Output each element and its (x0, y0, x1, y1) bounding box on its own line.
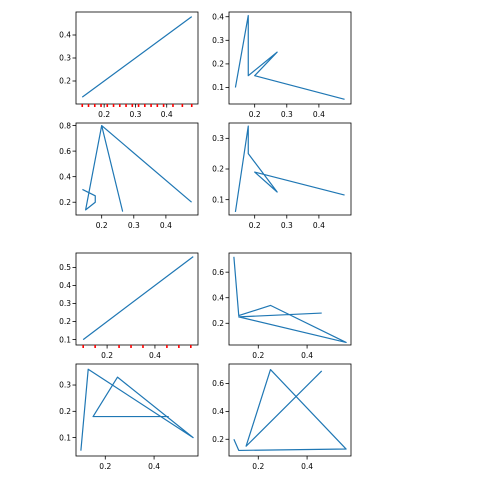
y-tick-label: 0.1 (212, 195, 224, 204)
y-tick-label: 0.4 (59, 281, 71, 290)
series-line (82, 256, 194, 341)
subplot-8: 0.2 0.4 0.2 0.4 0.6 (212, 363, 352, 471)
axes-frame (228, 11, 352, 105)
subplot-6: 0.2 0.4 0.2 0.4 0.6 (212, 252, 352, 360)
x-tick-label: 0.2 (99, 462, 111, 471)
x-tick-label: 0.3 (281, 110, 293, 119)
axes-frame (75, 252, 199, 346)
subplot-7: 0.2 0.4 0.1 0.2 0.3 (59, 363, 199, 471)
x-tick-label: 0.4 (301, 351, 313, 360)
x-tick-label: 0.4 (148, 462, 160, 471)
x-tick-label: 0.3 (281, 221, 293, 230)
y-tick-label: 0.4 (212, 12, 224, 21)
subplot-5: 0.2 0.4 0.1 0.2 0.3 0.4 0.5 (59, 252, 199, 360)
y-tick-label: 0.1 (59, 433, 71, 442)
series-line (234, 14, 345, 100)
y-tick-label: 0.3 (59, 381, 71, 390)
series-line (233, 256, 347, 344)
subplot-3: 0.2 0.3 0.4 0.2 0.4 0.6 0.8 (59, 121, 199, 230)
subplot-2: 0.2 0.3 0.4 0.1 0.2 0.3 0.4 (212, 11, 352, 119)
y-tick-label: 0.3 (212, 134, 224, 143)
y-tick-label: 0.6 (59, 147, 71, 156)
y-tick-label: 0.2 (59, 317, 71, 326)
x-tick-label: 0.2 (101, 351, 113, 360)
y-tick-label: 0.4 (212, 407, 224, 416)
x-tick-label: 0.3 (128, 221, 140, 230)
y-tick-label: 0.3 (212, 36, 224, 45)
x-tick-label: 0.4 (161, 110, 173, 119)
axes-frame (228, 252, 352, 346)
y-tick-label: 0.8 (59, 121, 71, 130)
y-tick-label: 0.3 (59, 299, 71, 308)
x-tick-label: 0.4 (301, 462, 313, 471)
y-tick-label: 0.2 (59, 198, 71, 207)
y-tick-label: 0.2 (59, 77, 71, 86)
y-tick-label: 0.4 (59, 31, 71, 40)
series-line (81, 16, 193, 98)
subplot-1: 0.2 0.3 0.4 0.2 0.3 0.4 (59, 11, 199, 119)
y-tick-label: 0.2 (212, 60, 224, 69)
x-tick-label: 0.2 (96, 221, 108, 230)
subplot-4: 0.2 0.3 0.4 0.1 0.2 0.3 (212, 122, 352, 230)
x-tick-label: 0.2 (249, 110, 261, 119)
x-tick-label: 0.4 (313, 110, 325, 119)
y-tick-label: 0.2 (212, 435, 224, 444)
x-tick-label: 0.4 (160, 221, 172, 230)
y-tick-label: 0.2 (212, 319, 224, 328)
x-tick-label: 0.4 (313, 221, 325, 230)
series-line (80, 368, 194, 451)
y-tick-label: 0.6 (212, 268, 224, 277)
x-tick-label: 0.2 (252, 351, 264, 360)
axes-frame (228, 363, 352, 457)
y-tick-label: 0.1 (212, 83, 224, 92)
y-tick-label: 0.3 (59, 54, 71, 63)
y-tick-label: 0.5 (59, 263, 71, 272)
y-tick-label: 0.4 (212, 293, 224, 302)
x-tick-label: 0.2 (98, 110, 110, 119)
x-tick-label: 0.4 (149, 351, 161, 360)
axes-frame (75, 363, 199, 457)
series-line (82, 124, 192, 212)
y-tick-label: 0.1 (59, 335, 71, 344)
x-tick-label: 0.3 (129, 110, 141, 119)
series-line (233, 368, 347, 452)
axes-frame (228, 122, 352, 216)
y-tick-label: 0.6 (212, 379, 224, 388)
y-tick-label: 0.2 (212, 165, 224, 174)
y-tick-label: 0.4 (59, 172, 71, 181)
axes-frame (75, 122, 199, 216)
y-tick-label: 0.2 (59, 407, 71, 416)
series-line (234, 125, 345, 213)
x-tick-label: 0.2 (252, 462, 264, 471)
x-tick-label: 0.2 (249, 221, 261, 230)
